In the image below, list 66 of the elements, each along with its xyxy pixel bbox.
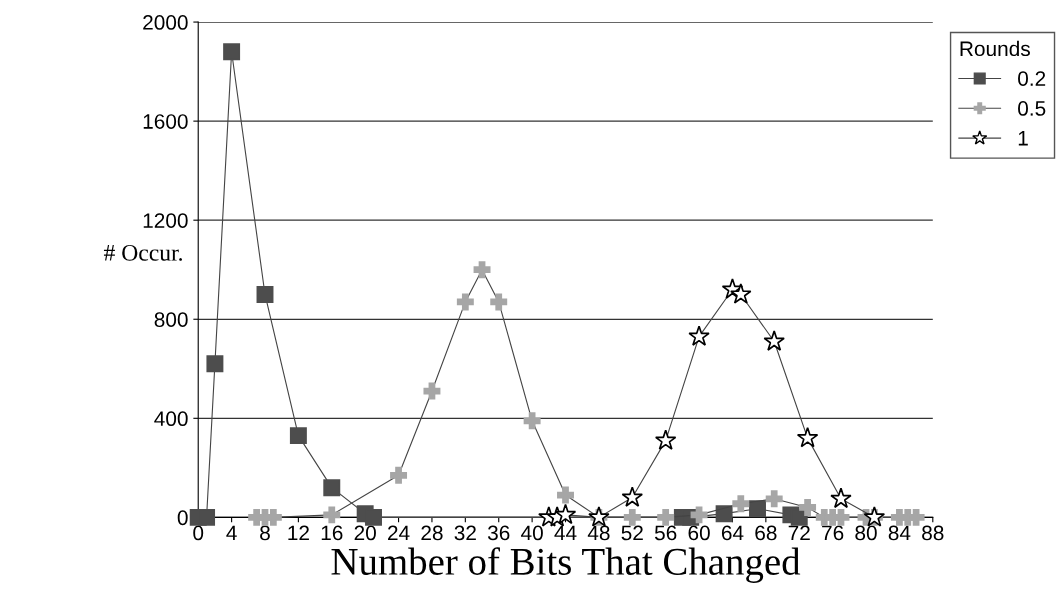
- y-tick-label: 0: [177, 510, 188, 526]
- point: [223, 43, 241, 61]
- point: [830, 487, 852, 509]
- point: [365, 508, 382, 526]
- point: [715, 505, 733, 523]
- point: [749, 500, 766, 518]
- point: [423, 382, 441, 400]
- point: [289, 427, 307, 445]
- point: [557, 486, 574, 504]
- legend-label: 0.5: [1018, 101, 1046, 116]
- x-tick-label: 48: [587, 525, 610, 541]
- x-tick-label: 44: [554, 525, 577, 541]
- point: [730, 283, 752, 304]
- x-tick-label: 16: [321, 525, 343, 541]
- point: [621, 486, 644, 507]
- x-tick-label: 52: [621, 525, 643, 541]
- point: [799, 498, 817, 516]
- y-tick-label: 400: [154, 411, 188, 427]
- x-tick-label: 88: [922, 525, 944, 541]
- x-tick-label: 36: [487, 525, 510, 541]
- x-tick-label: 28: [421, 525, 443, 541]
- point: [198, 508, 216, 526]
- point: [732, 495, 750, 513]
- point: [323, 506, 341, 524]
- point: [623, 508, 641, 526]
- legend-label: 0.2: [1018, 71, 1046, 86]
- x-tick-label: 24: [388, 525, 410, 541]
- point: [256, 286, 274, 303]
- point: [490, 293, 508, 311]
- y-tick-label: 800: [154, 312, 188, 327]
- x-tick-label: 68: [755, 525, 777, 541]
- point: [554, 503, 577, 525]
- point: [390, 466, 408, 484]
- point: [456, 293, 474, 311]
- y-tick-label: 1600: [143, 114, 188, 129]
- x-tick-label: 76: [822, 525, 844, 541]
- x-tick-label: 40: [521, 525, 543, 541]
- x-tick-label: 8: [260, 525, 270, 541]
- x-tick-label: 80: [855, 525, 877, 541]
- x-tick-label: 32: [454, 525, 476, 541]
- point: [688, 325, 710, 346]
- point: [796, 426, 819, 448]
- point: [206, 355, 224, 373]
- x-tick-label: 12: [288, 525, 309, 541]
- x-tick-label: 56: [654, 525, 677, 541]
- point: [763, 330, 785, 351]
- point: [473, 261, 491, 279]
- point: [657, 508, 675, 526]
- point: [765, 490, 783, 508]
- point: [523, 412, 541, 430]
- point: [654, 429, 677, 450]
- x-tick-label: 64: [721, 525, 744, 541]
- x-axis-title: Number of Bits That Changed: [331, 547, 801, 583]
- y-tick-label: 1200: [143, 213, 188, 228]
- legend-label: 1: [1018, 131, 1028, 146]
- x-tick-label: 60: [688, 525, 710, 541]
- x-tick-label: 0: [193, 525, 204, 541]
- x-tick-label: 84: [888, 525, 911, 541]
- point: [690, 506, 708, 524]
- x-tick-label: 72: [788, 525, 810, 541]
- y-tick-label: 2000: [143, 15, 188, 30]
- y-axis-title: # Occur.: [103, 244, 182, 261]
- point: [323, 479, 341, 497]
- x-tick-label: 20: [354, 525, 376, 541]
- legend-title: Rounds: [960, 40, 1030, 57]
- x-tick-label: 4: [226, 525, 237, 541]
